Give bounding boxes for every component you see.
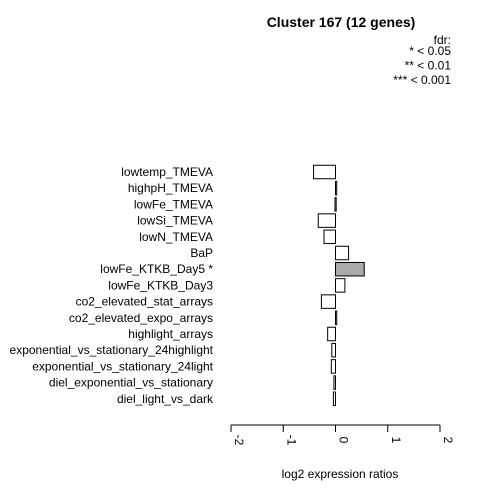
category-label: lowFe_KTKB_Day5 * (100, 262, 213, 276)
bar (334, 197, 337, 212)
category-label: diel_exponential_vs_stationary (49, 376, 213, 390)
x-tick-label: -2 (232, 435, 246, 446)
category-label: lowtemp_TMEVA (121, 165, 213, 179)
legend-entry: *** < 0.001 (393, 73, 451, 87)
category-label: lowN_TMEVA (139, 230, 213, 244)
x-tick-label: -1 (284, 435, 298, 446)
category-label: co2_elevated_expo_arrays (69, 311, 213, 325)
category-label: lowFe_TMEVA (134, 197, 213, 211)
category-label: BaP (190, 246, 213, 260)
category-labels: lowtemp_TMEVA highpH_TMEVA lowFe_TMEVA lowS… (10, 165, 214, 406)
bar (333, 375, 336, 390)
bar (335, 278, 346, 293)
category-label: lowSi_TMEVA (137, 214, 213, 228)
x-axis: -2 -1 0 1 2 (230, 424, 455, 446)
category-label: exponential_vs_stationary_24light (32, 359, 213, 373)
bar (317, 213, 337, 228)
chart-title: Cluster 167 (12 genes) (267, 14, 416, 30)
bar (335, 310, 338, 326)
bar (327, 326, 337, 342)
legend: fdr:* < 0.05** < 0.01*** < 0.001 (393, 33, 451, 87)
bar (313, 164, 336, 180)
category-label: lowFe_KTKB_Day3 (108, 278, 213, 292)
bar (320, 294, 336, 309)
category-label: highlight_arrays (128, 327, 213, 341)
category-label: highpH_TMEVA (128, 181, 213, 195)
bar (335, 180, 338, 196)
bar (323, 229, 337, 245)
category-label: diel_light_vs_dark (117, 392, 214, 406)
bar (331, 342, 336, 358)
x-axis-label: log2 expression ratios (282, 467, 399, 481)
legend-entry: * < 0.05 (409, 44, 451, 58)
legend-title: fdr: (434, 33, 451, 47)
x-tick-label: 2 (441, 437, 455, 444)
category-label: co2_elevated_stat_arrays (76, 295, 213, 309)
x-tick-label: 0 (337, 437, 351, 444)
bar (335, 261, 365, 277)
bar (332, 391, 337, 407)
bars (313, 164, 365, 407)
bar (335, 245, 350, 261)
legend-entry: ** < 0.01 (405, 59, 452, 73)
bar (330, 359, 337, 374)
category-label: exponential_vs_stationary_24highlight (10, 343, 214, 357)
x-tick-label: 1 (389, 437, 403, 444)
